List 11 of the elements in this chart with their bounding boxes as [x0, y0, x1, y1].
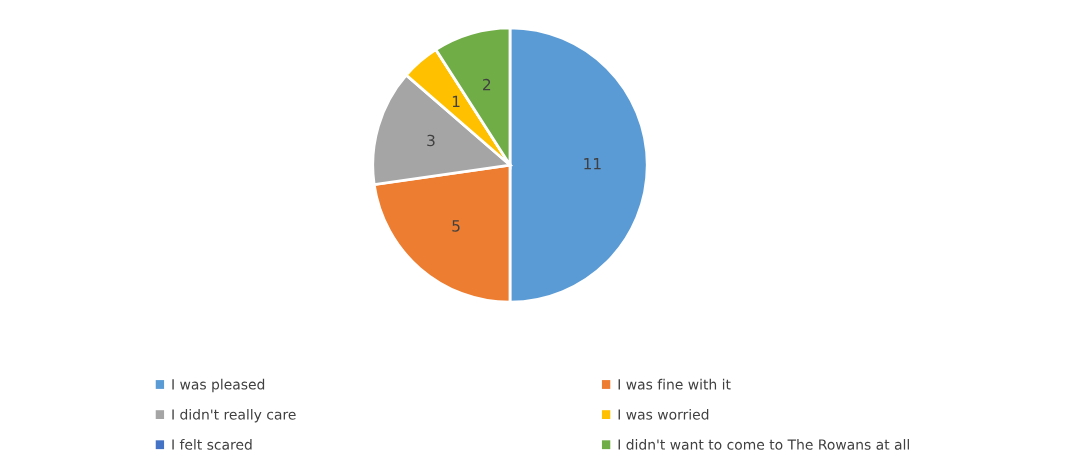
data-label: 11 — [584, 158, 601, 170]
legend-label: I was pleased — [172, 378, 265, 393]
legend-label: I didn't really care — [172, 408, 296, 423]
legend-label: I didn't want to come to The Rowans at all — [618, 439, 909, 450]
legend-label: I felt scared — [172, 439, 252, 450]
data-label: 5 — [452, 220, 460, 232]
legend-label: I was worried — [618, 408, 709, 420]
data-label: 2 — [483, 78, 491, 91]
data-label: 1 — [452, 95, 460, 107]
data-label: 3 — [427, 134, 435, 147]
legend-label: I was fine with it — [618, 378, 731, 390]
